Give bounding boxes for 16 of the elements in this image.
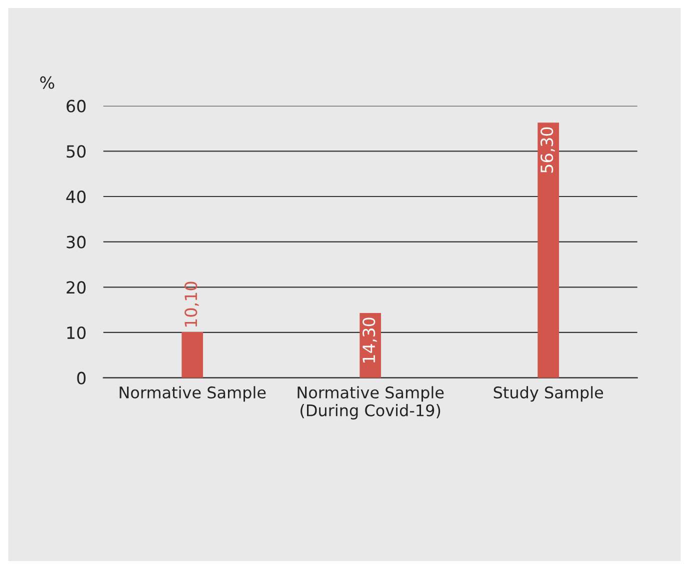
- x-tick-label: Normative Sample: [120, 386, 266, 402]
- data-label: 14,30: [362, 318, 377, 363]
- bar: [182, 332, 204, 378]
- data-label: 10,10: [184, 282, 199, 327]
- y-tick-label: 50: [66, 145, 86, 158]
- y-tick-label: 20: [66, 281, 86, 294]
- y-tick-label: 0: [77, 372, 86, 384]
- y-tick-label: 30: [66, 236, 86, 248]
- y-tick-label: 40: [66, 190, 86, 204]
- bar: [538, 122, 560, 378]
- x-tick-label: Normative Sample (During Covid-19): [298, 386, 444, 420]
- y-tick-label: 10: [67, 326, 86, 340]
- y-axis-title: %: [40, 76, 54, 89]
- data-label: 56,30: [540, 127, 555, 173]
- x-tick-label: Study Sample: [494, 386, 604, 402]
- y-tick-label: 60: [66, 100, 86, 112]
